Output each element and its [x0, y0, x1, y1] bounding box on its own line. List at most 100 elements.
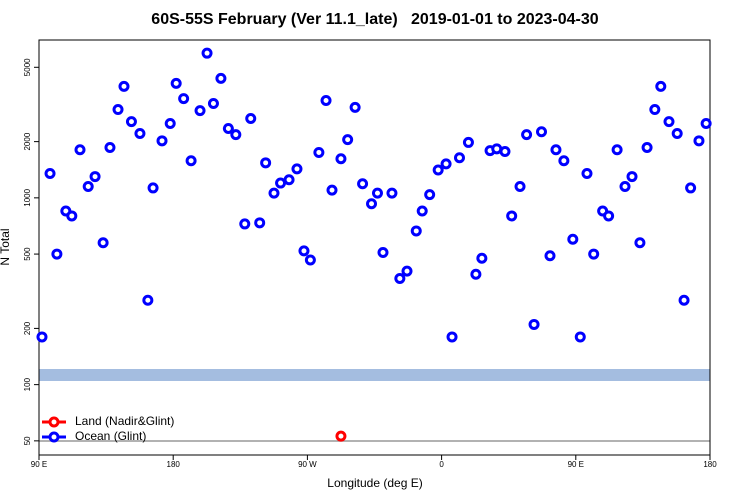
x-tick-label: 180	[703, 460, 717, 469]
data-point	[641, 142, 653, 154]
data-point	[581, 168, 593, 180]
data-point	[386, 187, 398, 199]
data-point	[476, 252, 488, 264]
data-point	[36, 331, 48, 343]
legend-label: Land (Nadir&Glint)	[75, 414, 174, 428]
data-point	[298, 245, 310, 257]
data-point	[118, 80, 130, 92]
y-tick-label: 200	[23, 321, 32, 335]
data-point	[125, 116, 137, 128]
data-point	[89, 171, 101, 183]
data-point	[142, 294, 154, 306]
data-point	[268, 187, 280, 199]
data-point	[222, 123, 234, 135]
y-tick-label: 100	[23, 377, 32, 391]
data-point	[603, 210, 615, 222]
data-point	[634, 237, 646, 249]
data-point	[44, 168, 56, 180]
data-point	[283, 174, 295, 186]
y-tick-label: 5000	[23, 58, 32, 76]
x-tick-label: 90 E	[568, 460, 584, 469]
legend-label: Ocean (Glint)	[75, 429, 146, 443]
data-point	[470, 268, 482, 280]
data-point	[156, 135, 168, 147]
data-point	[371, 187, 383, 199]
data-point	[394, 273, 406, 285]
data-point	[275, 177, 287, 189]
data-point	[655, 80, 667, 92]
data-point	[254, 217, 266, 229]
data-point	[416, 205, 428, 217]
data-point	[410, 225, 422, 237]
x-tick-label: 180	[167, 460, 181, 469]
data-point	[366, 198, 378, 210]
chart-title: 60S-55S February (Ver 11.1_late) 2019-01…	[151, 11, 598, 28]
data-point	[693, 135, 705, 147]
data-point	[671, 128, 683, 140]
y-tick-label: 50	[23, 436, 32, 445]
data-point	[185, 155, 197, 167]
data-point	[164, 118, 176, 130]
data-point	[649, 104, 661, 116]
data-point	[51, 248, 63, 260]
y-axis-label: N Total	[0, 228, 12, 265]
data-point	[320, 95, 332, 107]
data-point	[685, 182, 697, 194]
data-point	[521, 129, 533, 141]
data-point	[170, 77, 182, 89]
data-point	[260, 157, 272, 169]
data-point	[453, 152, 465, 164]
data-point	[201, 47, 213, 59]
data-point	[446, 331, 458, 343]
data-point	[304, 254, 316, 266]
data-point	[528, 318, 540, 330]
data-point	[401, 265, 413, 277]
data-point	[440, 158, 452, 170]
data-point	[424, 189, 436, 201]
data-point	[377, 246, 389, 258]
data-point	[700, 118, 712, 130]
data-point	[326, 184, 338, 196]
data-point	[663, 116, 675, 128]
data-point	[134, 128, 146, 140]
data-point	[215, 72, 227, 84]
data-point	[574, 331, 586, 343]
data-point	[462, 136, 474, 148]
data-point	[349, 101, 361, 113]
data-point	[335, 153, 347, 165]
data-point	[626, 171, 638, 183]
data-point	[74, 144, 86, 156]
data-point	[335, 430, 347, 442]
data-point	[207, 97, 219, 109]
x-axis-label: Longitude (deg E)	[327, 476, 422, 490]
data-point	[245, 112, 257, 124]
data-point	[112, 104, 124, 116]
plot-frame	[38, 39, 711, 456]
y-tick-label: 1000	[23, 188, 32, 206]
coverage-band	[39, 369, 710, 381]
legend-marker	[48, 416, 60, 428]
data-point	[619, 181, 631, 193]
legend-marker	[48, 431, 60, 443]
x-tick-label: 0	[439, 460, 444, 469]
data-point	[66, 210, 78, 222]
data-point	[514, 181, 526, 193]
data-point	[342, 134, 354, 146]
data-point	[588, 248, 600, 260]
data-point	[230, 129, 242, 141]
data-point	[194, 105, 206, 117]
data-point	[82, 181, 94, 193]
data-point	[678, 294, 690, 306]
data-point	[506, 210, 518, 222]
data-point	[313, 146, 325, 158]
data-point	[291, 163, 303, 175]
x-tick-label: 90 W	[298, 460, 317, 469]
data-point	[432, 164, 444, 176]
data-point	[97, 237, 109, 249]
y-tick-label: 2000	[23, 132, 32, 150]
x-tick-label: 90 E	[31, 460, 47, 469]
data-point	[550, 144, 562, 156]
data-point	[567, 233, 579, 245]
data-point	[147, 182, 159, 194]
